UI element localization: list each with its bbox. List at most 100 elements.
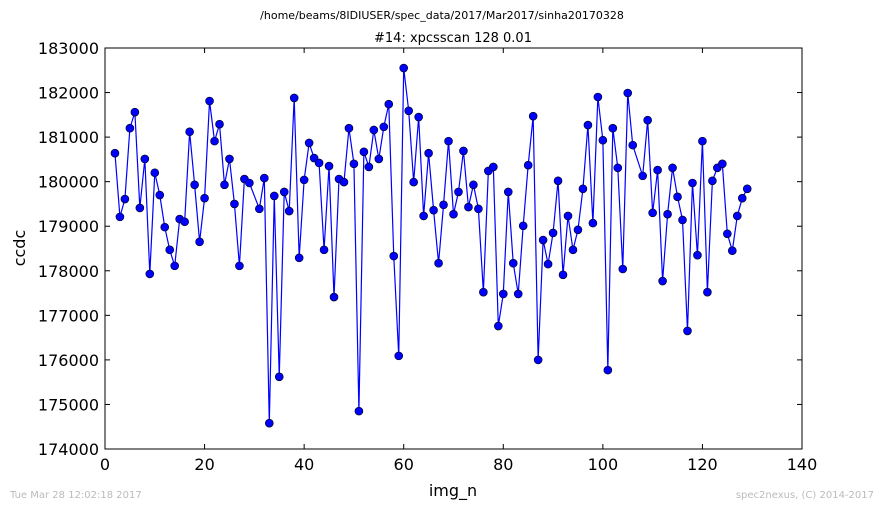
data-point: [653, 165, 662, 175]
data-point: [464, 202, 473, 212]
data-point: [643, 115, 652, 125]
data-point: [389, 251, 399, 261]
data-point: [180, 217, 189, 227]
data-point: [558, 270, 568, 280]
data-point: [304, 138, 314, 148]
x-tick-label: 0: [100, 455, 110, 474]
data-point: [479, 287, 488, 297]
data-point: [160, 222, 170, 232]
data-point: [150, 168, 160, 178]
data-point: [110, 148, 120, 158]
x-axis-label: img_n: [429, 481, 477, 501]
data-point: [548, 228, 558, 238]
data-point: [260, 173, 269, 183]
data-point: [125, 123, 135, 133]
data-point: [434, 258, 443, 268]
data-point: [683, 326, 692, 336]
data-point: [538, 235, 548, 245]
data-point: [628, 140, 638, 150]
data-point: [673, 192, 682, 202]
data-point: [658, 276, 667, 286]
data-point: [165, 245, 175, 255]
data-point: [648, 208, 657, 218]
data-point: [523, 160, 533, 170]
data-point: [294, 253, 304, 263]
data-point: [459, 146, 468, 156]
data-point: [289, 93, 299, 103]
data-point: [379, 122, 389, 132]
data-point: [299, 175, 309, 185]
data-point: [727, 246, 737, 256]
data-point: [469, 180, 478, 190]
data-point: [513, 289, 523, 299]
x-tick-label: 60: [394, 455, 414, 474]
data-point: [678, 215, 687, 225]
data-point: [130, 107, 140, 117]
data-point: [578, 184, 588, 194]
data-point: [269, 191, 279, 201]
data-point: [135, 203, 145, 213]
data-point: [742, 184, 752, 194]
data-point: [339, 177, 349, 187]
data-point: [439, 200, 448, 210]
chart-title: #14: xpcsscan 128 0.01: [374, 31, 532, 46]
data-point: [185, 127, 194, 137]
data-point: [723, 229, 732, 239]
y-tick-label: 177000: [38, 306, 99, 325]
plot-frame: [104, 47, 803, 450]
x-tick-label: 80: [493, 455, 513, 474]
data-point: [120, 194, 130, 204]
data-point: [190, 180, 199, 190]
data-point: [274, 372, 284, 382]
data-point: [145, 269, 155, 279]
data-point: [623, 88, 633, 98]
data-point: [369, 125, 379, 135]
data-point: [225, 154, 234, 164]
data-point: [140, 154, 150, 164]
data-point: [399, 63, 409, 73]
x-tick-label: 20: [194, 455, 214, 474]
data-point: [494, 321, 503, 331]
y-tick-label: 175000: [38, 395, 99, 414]
data-point: [668, 163, 677, 173]
data-point: [210, 136, 219, 146]
x-tick-label: 140: [787, 455, 818, 474]
y-axis-label: ccdc: [10, 230, 29, 267]
data-point: [155, 190, 165, 200]
data-point: [200, 193, 209, 203]
data-point: [603, 365, 613, 375]
suptitle: /home/beams/8IDIUSER/spec_data/2017/Mar2…: [260, 9, 624, 22]
data-point: [324, 161, 334, 171]
x-tick-label: 120: [687, 455, 718, 474]
data-line: [114, 67, 748, 424]
data-point: [737, 193, 747, 203]
data-point: [663, 209, 672, 219]
data-point: [374, 154, 384, 164]
y-tick-label: 176000: [38, 351, 99, 370]
data-point: [553, 176, 563, 186]
y-tick-label: 183000: [38, 39, 99, 58]
data-point: [205, 96, 214, 106]
data-point: [264, 418, 274, 428]
data-point: [279, 187, 289, 197]
data-point: [583, 120, 593, 130]
y-tick-label: 179000: [38, 217, 99, 236]
data-point: [688, 178, 697, 188]
y-tick-label: 178000: [38, 262, 99, 281]
data-point: [344, 123, 354, 133]
data-point: [508, 258, 518, 268]
data-point: [454, 187, 463, 197]
data-point: [732, 211, 742, 221]
footer-right: spec2nexus, (C) 2014-2017: [736, 490, 874, 501]
data-point: [170, 261, 179, 271]
data-point: [518, 221, 528, 231]
y-tick-label: 181000: [38, 128, 99, 147]
data-point: [503, 187, 513, 197]
data-point: [543, 259, 553, 269]
data-point: [568, 245, 578, 255]
y-tick-label: 174000: [38, 440, 99, 459]
footer-left: Tue Mar 28 12:02:18 2017: [9, 490, 142, 501]
data-point: [215, 119, 224, 129]
data-point: [220, 180, 229, 190]
data-point: [708, 176, 717, 186]
